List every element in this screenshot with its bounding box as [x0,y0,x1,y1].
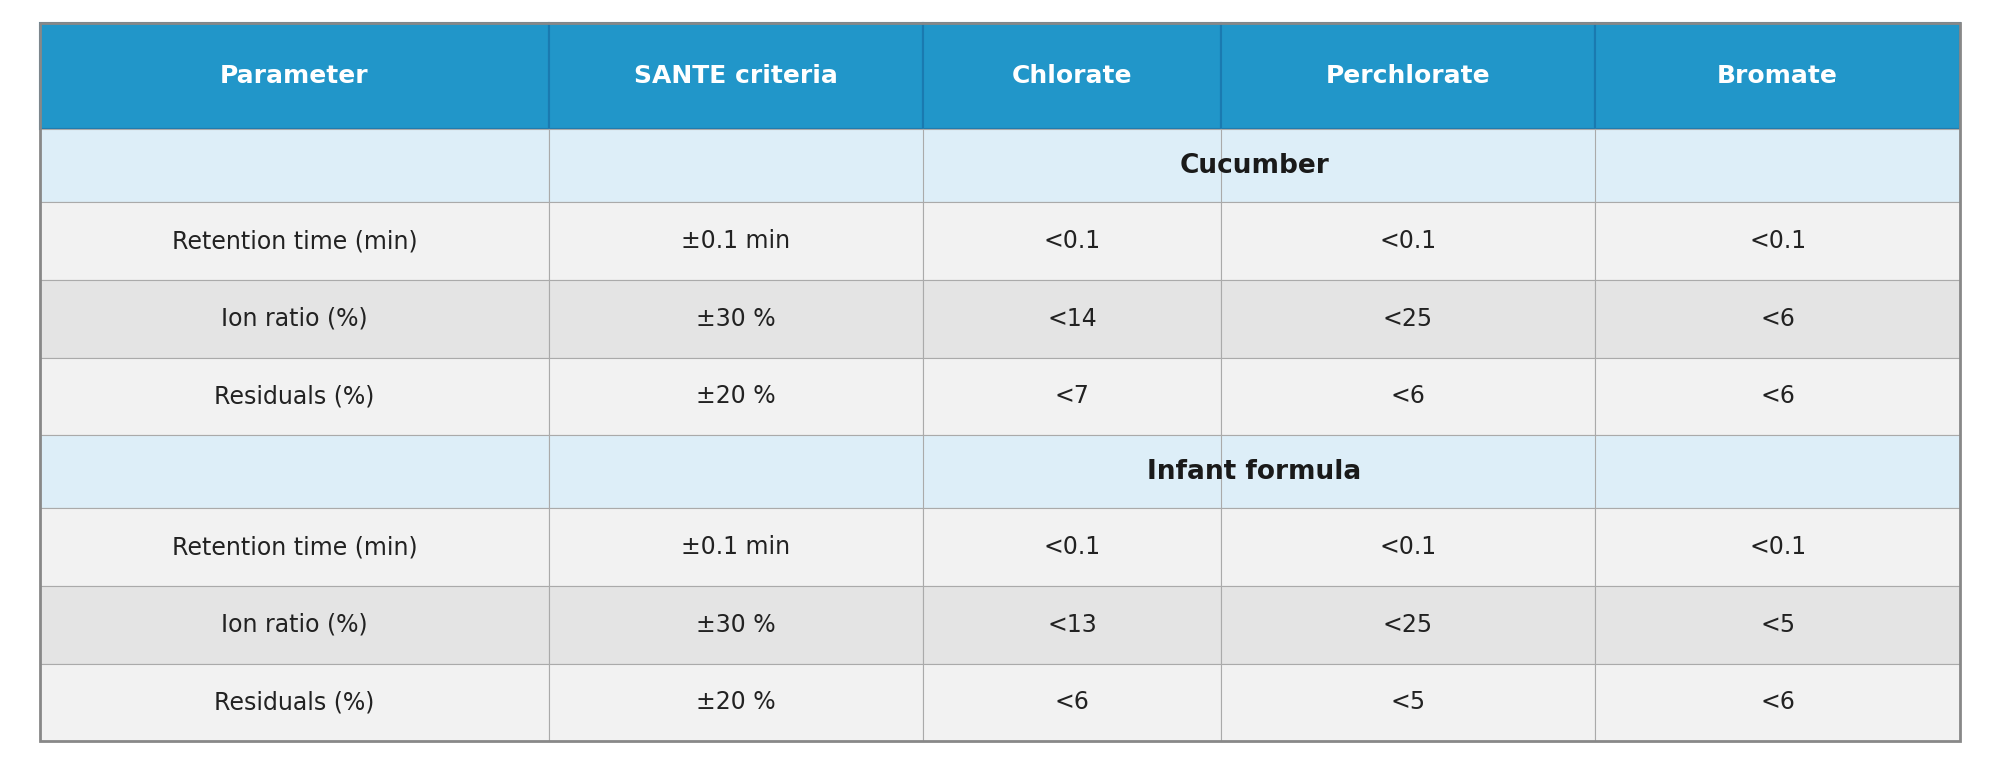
FancyBboxPatch shape [548,202,924,280]
FancyBboxPatch shape [1220,280,1596,358]
FancyBboxPatch shape [40,509,548,586]
FancyBboxPatch shape [924,280,1220,358]
Text: <6: <6 [1760,307,1796,331]
Text: <0.1: <0.1 [1750,229,1806,253]
Text: ±20 %: ±20 % [696,384,776,408]
Text: <0.1: <0.1 [1750,536,1806,559]
Text: <5: <5 [1390,691,1426,714]
FancyBboxPatch shape [1220,358,1596,435]
FancyBboxPatch shape [40,280,548,358]
FancyBboxPatch shape [548,509,924,586]
Text: <0.1: <0.1 [1380,229,1436,253]
FancyBboxPatch shape [548,586,924,664]
FancyBboxPatch shape [40,664,548,741]
FancyBboxPatch shape [40,435,548,509]
Text: Chlorate: Chlorate [1012,64,1132,88]
Text: <0.1: <0.1 [1044,536,1100,559]
FancyBboxPatch shape [40,358,548,435]
FancyBboxPatch shape [548,358,924,435]
FancyBboxPatch shape [1596,509,1960,586]
FancyBboxPatch shape [924,23,1220,129]
FancyBboxPatch shape [548,280,924,358]
FancyBboxPatch shape [1596,202,1960,280]
Text: Ion ratio (%): Ion ratio (%) [222,613,368,636]
Text: <25: <25 [1382,307,1434,331]
Text: <5: <5 [1760,613,1796,636]
Text: Cucumber: Cucumber [1180,153,1330,179]
FancyBboxPatch shape [1220,664,1596,741]
FancyBboxPatch shape [924,202,1220,280]
Text: Perchlorate: Perchlorate [1326,64,1490,88]
FancyBboxPatch shape [924,664,1220,741]
FancyBboxPatch shape [548,129,1960,202]
Text: <14: <14 [1048,307,1096,331]
Text: Bromate: Bromate [1718,64,1838,88]
Text: Retention time (min): Retention time (min) [172,229,418,253]
Text: <13: <13 [1048,613,1096,636]
Text: Parameter: Parameter [220,64,368,88]
Text: ±20 %: ±20 % [696,691,776,714]
Text: <6: <6 [1390,384,1426,408]
Text: ±30 %: ±30 % [696,613,776,636]
Text: Infant formula: Infant formula [1148,458,1362,485]
Text: ±0.1 min: ±0.1 min [682,229,790,253]
Text: SANTE criteria: SANTE criteria [634,64,838,88]
Text: Retention time (min): Retention time (min) [172,536,418,559]
FancyBboxPatch shape [1596,23,1960,129]
FancyBboxPatch shape [1596,586,1960,664]
FancyBboxPatch shape [1220,202,1596,280]
Text: Residuals (%): Residuals (%) [214,691,374,714]
FancyBboxPatch shape [40,202,548,280]
FancyBboxPatch shape [40,23,548,129]
Text: <6: <6 [1760,691,1796,714]
FancyBboxPatch shape [40,129,548,202]
FancyBboxPatch shape [1220,23,1596,129]
Text: <25: <25 [1382,613,1434,636]
Text: Ion ratio (%): Ion ratio (%) [222,307,368,331]
Text: <7: <7 [1054,384,1090,408]
FancyBboxPatch shape [924,358,1220,435]
FancyBboxPatch shape [1220,509,1596,586]
FancyBboxPatch shape [1596,358,1960,435]
Text: <0.1: <0.1 [1380,536,1436,559]
FancyBboxPatch shape [1596,280,1960,358]
FancyBboxPatch shape [924,509,1220,586]
FancyBboxPatch shape [40,586,548,664]
Text: <0.1: <0.1 [1044,229,1100,253]
Text: Residuals (%): Residuals (%) [214,384,374,408]
FancyBboxPatch shape [924,586,1220,664]
FancyBboxPatch shape [1220,586,1596,664]
Text: <6: <6 [1054,691,1090,714]
Text: ±30 %: ±30 % [696,307,776,331]
FancyBboxPatch shape [548,664,924,741]
FancyBboxPatch shape [548,435,1960,509]
FancyBboxPatch shape [548,23,924,129]
Text: <6: <6 [1760,384,1796,408]
Text: ±0.1 min: ±0.1 min [682,536,790,559]
FancyBboxPatch shape [1596,664,1960,741]
